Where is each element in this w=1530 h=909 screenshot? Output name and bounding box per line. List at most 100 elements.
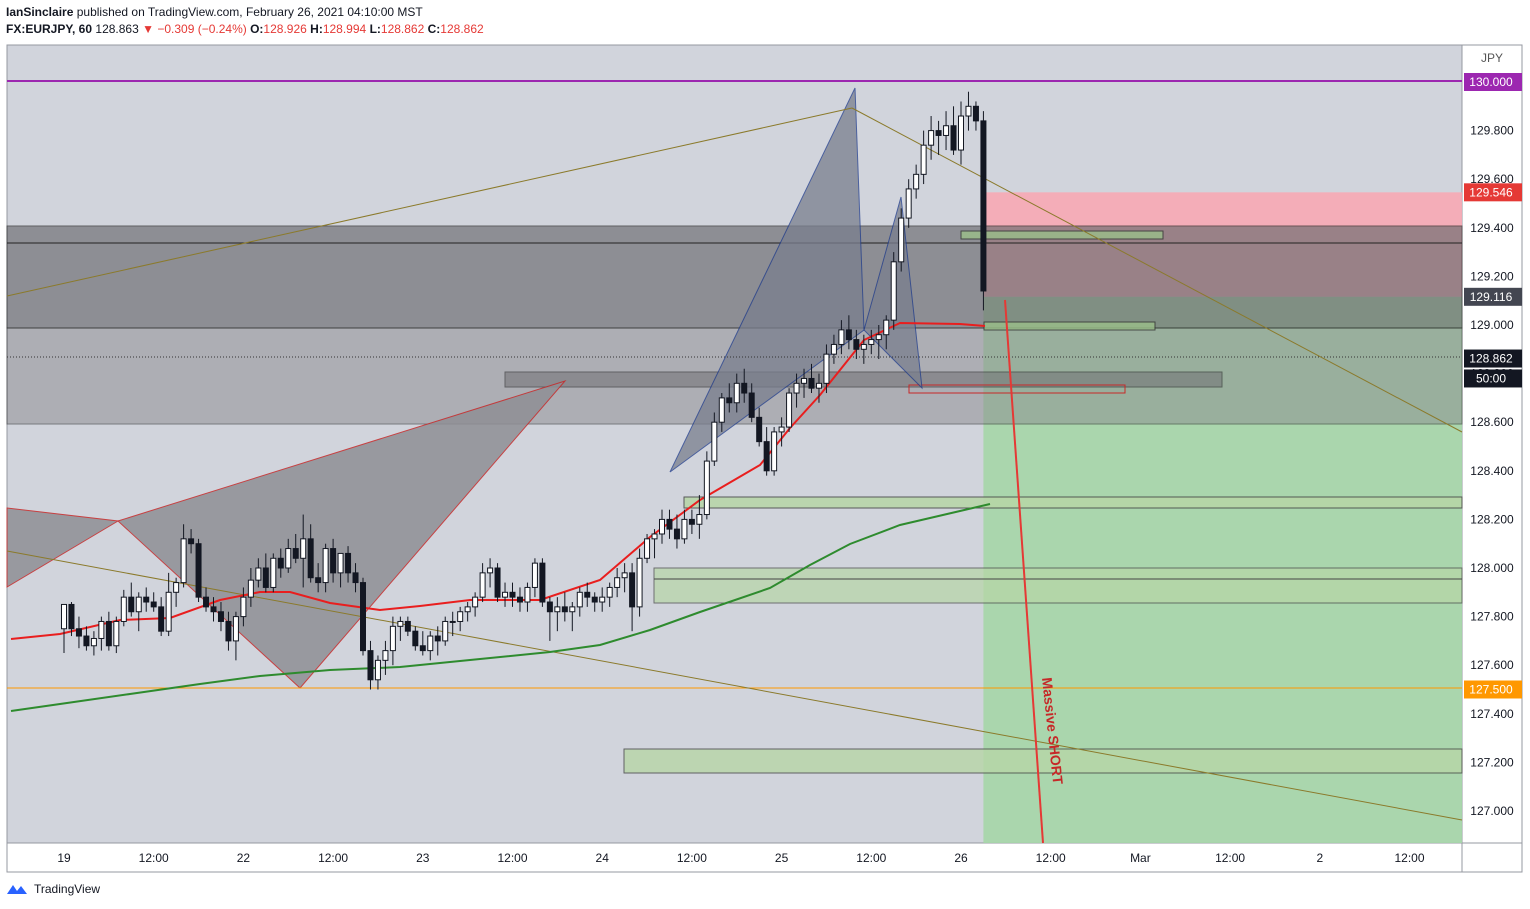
price-label-box xyxy=(1464,369,1522,388)
candle-body xyxy=(300,538,307,559)
candle-body xyxy=(225,620,232,642)
candle-body xyxy=(860,343,867,350)
candle-body xyxy=(427,635,434,652)
candle-body xyxy=(292,548,299,559)
candle-body xyxy=(360,582,366,652)
candle-body xyxy=(173,582,180,593)
price-label-box xyxy=(1464,680,1522,699)
candle-body xyxy=(105,620,112,647)
candle-body xyxy=(801,377,808,384)
chart-frame xyxy=(6,44,1523,873)
harmonic-pattern-peak xyxy=(669,87,865,473)
candle-body xyxy=(75,628,82,637)
candle-body xyxy=(472,596,479,608)
candle-body xyxy=(599,596,606,603)
candle-body xyxy=(188,538,195,545)
candle-body xyxy=(165,591,172,632)
candle-body xyxy=(315,577,322,584)
candle-body xyxy=(457,611,464,622)
candle-body xyxy=(591,596,598,603)
candle-body xyxy=(330,548,337,574)
y-tick-label: 129.800 xyxy=(1470,124,1514,138)
open-value: 128.926 xyxy=(263,22,307,36)
candle-body xyxy=(980,120,987,292)
candle-body xyxy=(636,557,643,608)
candle-body xyxy=(397,620,404,627)
x-tick-label: 12:00 xyxy=(856,851,886,865)
footer-brand[interactable]: TradingView xyxy=(34,882,101,896)
candle-body xyxy=(404,620,411,632)
candle-body xyxy=(965,105,972,117)
candle-body xyxy=(217,611,224,622)
price-label-text: 130.000 xyxy=(1469,75,1513,89)
price-change: ▼ −0.309 (−0.24%) xyxy=(142,22,247,36)
candle-body xyxy=(606,586,613,598)
x-tick-label: 12:00 xyxy=(139,851,169,865)
symbol-label[interactable]: FX:EURJPY, 60 xyxy=(6,22,93,36)
x-tick-label: 12:00 xyxy=(677,851,707,865)
candle-body xyxy=(703,460,710,516)
candle-body xyxy=(524,586,531,603)
candle-body xyxy=(277,557,284,569)
price-label-text: 129.546 xyxy=(1469,185,1513,199)
author-name[interactable]: IanSinclaire xyxy=(6,5,74,19)
candle-body xyxy=(793,382,800,394)
x-tick-label: 24 xyxy=(596,851,610,865)
candle-body xyxy=(434,635,441,642)
candle-body xyxy=(128,596,135,613)
candle-body xyxy=(374,659,381,681)
candle-body xyxy=(928,130,935,146)
price-label-text: 128.862 xyxy=(1469,352,1513,366)
candle-body xyxy=(83,635,90,647)
candle-body xyxy=(516,596,523,603)
candle-body xyxy=(479,572,486,598)
price-label-box xyxy=(1464,349,1522,368)
candle-body xyxy=(958,115,964,151)
close-label: C: xyxy=(427,22,441,36)
x-tick-label: 2 xyxy=(1316,851,1323,865)
candle-body xyxy=(389,625,396,652)
candle-body xyxy=(569,606,576,613)
candle-body xyxy=(419,645,426,652)
y-tick-label: 129.200 xyxy=(1470,269,1514,283)
green-zone-1 xyxy=(960,230,1164,240)
candle-body xyxy=(322,548,329,584)
candle-body xyxy=(778,426,785,433)
price-label-text: 50:00 xyxy=(1476,371,1506,385)
y-tick-label: 127.000 xyxy=(1470,804,1514,818)
candle-body xyxy=(442,620,449,642)
x-tick-label: 12:00 xyxy=(1394,851,1424,865)
candle-body xyxy=(502,591,509,598)
price-label-box xyxy=(1464,73,1522,91)
candle-body xyxy=(270,557,277,588)
x-tick-label: 25 xyxy=(775,851,789,865)
candle-body xyxy=(614,577,621,588)
candle-body xyxy=(853,339,860,350)
high-label: H: xyxy=(310,22,323,36)
candle-body xyxy=(868,339,875,345)
publish-info: IanSinclaire published on TradingView.co… xyxy=(6,5,423,19)
symbol-info: FX:EURJPY, 60 128.863 ▼ −0.309 (−0.24%) … xyxy=(6,22,484,36)
candle-body xyxy=(150,601,157,608)
forecast-short-line xyxy=(1004,299,1044,844)
candle-body xyxy=(666,518,673,530)
candle-body xyxy=(644,538,651,559)
candle-body xyxy=(935,130,942,136)
x-tick-label: 12:00 xyxy=(1215,851,1245,865)
candle-body xyxy=(158,606,165,632)
published-text: published on TradingView.com, February 2… xyxy=(76,5,423,19)
candle-body xyxy=(659,518,665,535)
candle-body xyxy=(382,650,389,661)
candle-body xyxy=(143,596,150,603)
x-tick-label: 12:00 xyxy=(497,851,527,865)
x-tick-label: 23 xyxy=(416,851,430,865)
candle-body xyxy=(90,637,97,647)
green-zone-3 xyxy=(683,496,1463,509)
green-zone-2 xyxy=(983,321,1156,331)
y-tick-label: 128.000 xyxy=(1470,561,1514,575)
candle-body xyxy=(756,416,763,443)
candle-body xyxy=(830,343,837,355)
candle-body xyxy=(838,329,845,345)
tradingview-logo-icon[interactable] xyxy=(6,882,28,896)
